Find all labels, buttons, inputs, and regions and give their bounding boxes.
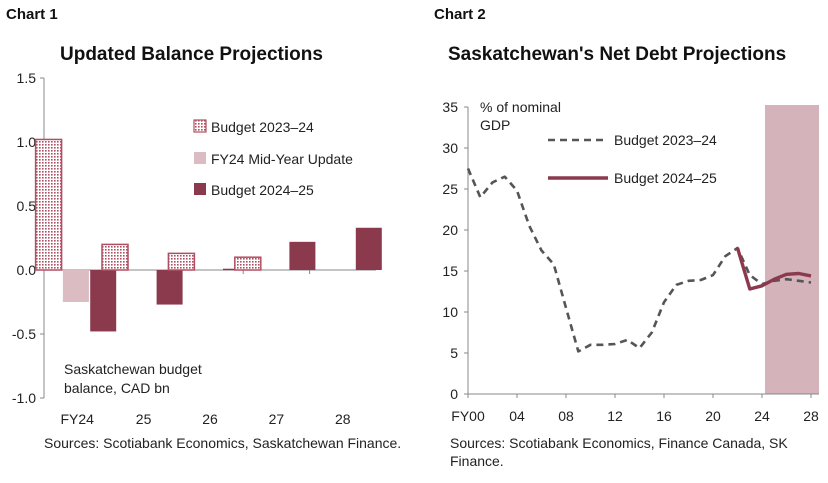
chart-2-x-tick-label: 28 <box>803 408 819 424</box>
chart-1-panel: Chart 1 Updated Balance Projections 1.5 1… <box>6 6 402 451</box>
chart-2-legend-label: Budget 2024–25 <box>614 170 717 186</box>
chart-1-y-tick-label: 0.5 <box>17 198 37 214</box>
chart-2-unit-line-1: % of nominal <box>480 99 561 115</box>
chart-2-y-tick-label: 10 <box>442 304 458 320</box>
chart-1-x-tick-label: 27 <box>269 411 285 427</box>
chart-1-bar <box>167 252 196 271</box>
chart-2-source: Sources: Scotiabank Economics, Finance C… <box>450 435 788 469</box>
chart-1-x-tick-label: 25 <box>136 411 152 427</box>
chart-2-y-tick-label: 35 <box>442 99 458 115</box>
chart-2-projection-shade <box>765 105 819 394</box>
chart-2-label: Chart 2 <box>434 6 486 23</box>
chart-2-y-tick-label: 30 <box>442 140 458 156</box>
chart-1-y-tick-label: 0.0 <box>17 262 37 278</box>
chart-2-legend-label: Budget 2023–24 <box>614 132 717 148</box>
chart-2-y-tick-label: 15 <box>442 263 458 279</box>
chart-2-x-tick-label: 20 <box>705 408 721 424</box>
chart-1-y-tick-label: 1.0 <box>17 134 37 150</box>
chart-2-y-tick-label: 25 <box>442 181 458 197</box>
chart-2-x-tick-label: 08 <box>558 408 574 424</box>
chart-1-bar <box>289 241 316 270</box>
chart-2-x-tick-label: 12 <box>607 408 623 424</box>
chart-2-x-tick-label: 24 <box>754 408 770 424</box>
chart-1-legend-label: Budget 2024–25 <box>211 182 314 198</box>
chart-1-x-tick-label: 26 <box>202 411 218 427</box>
chart-1-bar <box>62 270 89 302</box>
chart-1-legend-label: FY24 Mid-Year Update <box>211 151 353 167</box>
chart-1-note-line-2: balance, CAD bn <box>64 380 170 396</box>
chart-1-label: Chart 1 <box>6 6 58 23</box>
chart-1-x-tick-label: FY24 <box>60 411 94 427</box>
chart-2-y-tick-label: 20 <box>442 222 458 238</box>
chart-1-bar <box>156 270 183 305</box>
chart-1-y-tick-label: -1.0 <box>12 390 36 406</box>
chart-2-unit-line-2: GDP <box>480 117 510 133</box>
chart-2-panel: Chart 2 Saskatchewan's Net Debt Projecti… <box>414 0 828 483</box>
chart-1-plot: 1.5 1.0 0.5 0.0 -0.5 -1.0 FY24 25 26 27 28 Budget … <box>12 70 382 427</box>
chart-1-x-tick-label: 28 <box>335 411 351 427</box>
chart-2-x-tick-label: 04 <box>509 408 525 424</box>
chart-2-y-tick-label: 5 <box>450 345 458 361</box>
chart-1-source: Sources: Scotiabank Economics, Saskatche… <box>44 435 402 451</box>
chart-2-series-line <box>466 167 812 353</box>
chart-1-legend-swatch <box>193 119 207 133</box>
chart-1-bar <box>34 138 63 271</box>
chart-1-legend-swatch <box>194 183 206 195</box>
chart-1-y-tick-label: 1.5 <box>17 70 37 86</box>
chart-2-series-line <box>735 247 812 291</box>
chart-2-title: Saskatchewan's Net Debt Projections <box>448 44 787 65</box>
chart-2-y-tick-label: 0 <box>450 386 458 402</box>
chart-1-y-tick-label: -0.5 <box>12 326 36 342</box>
chart-1-bar <box>101 243 129 271</box>
chart-1-note-line-1: Saskatchewan budget <box>64 361 202 377</box>
chart-1-bar <box>355 227 382 270</box>
chart-1-legend-swatch <box>194 152 206 164</box>
chart-2-x-tick-label: FY00 <box>451 408 485 424</box>
chart-1-bar <box>234 256 262 271</box>
chart-2-plot: 35 30 25 20 15 10 5 0 FY00 04 08 12 16 20 24 28 Budget … <box>442 99 819 424</box>
chart-2-x-tick-label: 16 <box>656 408 672 424</box>
chart-1-legend-label: Budget 2023–24 <box>211 119 314 135</box>
chart-1-bar <box>90 270 117 332</box>
chart-1-title: Updated Balance Projections <box>60 44 323 65</box>
